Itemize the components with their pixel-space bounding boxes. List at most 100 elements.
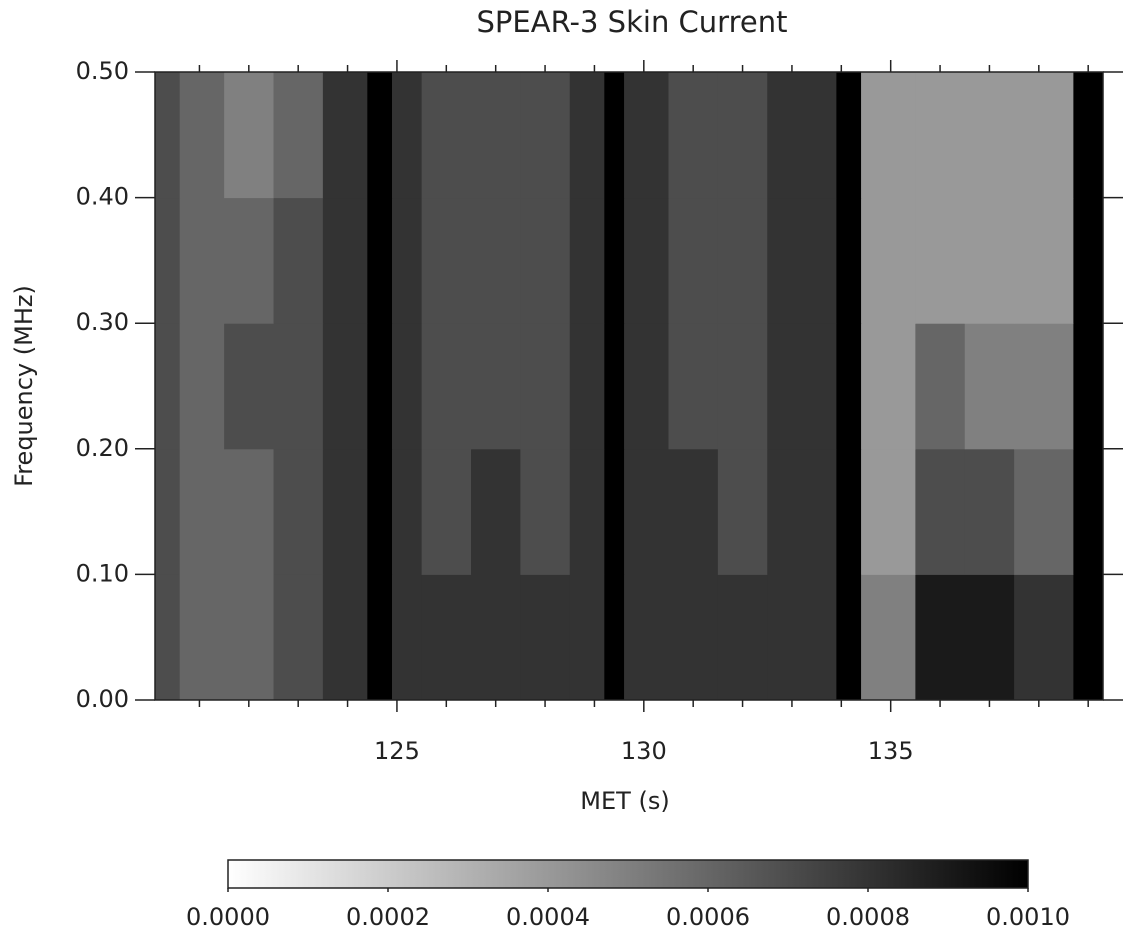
heatmap-cell bbox=[1073, 448, 1104, 575]
heatmap-cell bbox=[520, 448, 571, 575]
heatmap-cell bbox=[569, 574, 605, 701]
plot-frame bbox=[154, 71, 1104, 701]
colorbar-tick-label: 0.0006 bbox=[666, 903, 750, 931]
heatmap-cell bbox=[179, 448, 225, 575]
heatmap-cell bbox=[569, 197, 605, 324]
heatmap-cell bbox=[668, 323, 719, 450]
heatmap-cell bbox=[273, 72, 324, 199]
heatmap-cell bbox=[569, 448, 605, 575]
heatmap-cell bbox=[767, 72, 837, 199]
heatmap-cell bbox=[179, 323, 225, 450]
heatmap-cell bbox=[367, 448, 393, 575]
heatmap-cell bbox=[915, 323, 966, 450]
heatmap-cell bbox=[520, 197, 571, 324]
heatmap-cell bbox=[471, 574, 521, 701]
heatmap-cell bbox=[392, 448, 423, 575]
colorbar-tick-label: 0.0000 bbox=[186, 903, 270, 931]
colorbar-tick-label: 0.0010 bbox=[986, 903, 1070, 931]
heatmap-cell bbox=[471, 72, 521, 199]
heatmap-cell bbox=[224, 72, 274, 199]
heatmap-cell bbox=[624, 323, 669, 450]
heatmap-cell bbox=[155, 72, 181, 199]
y-axis-label: Frequency (MHz) bbox=[10, 285, 38, 487]
heatmap-cell bbox=[717, 72, 768, 199]
heatmap-cell bbox=[224, 448, 274, 575]
heatmap-cell bbox=[767, 574, 837, 701]
heatmap-cell bbox=[861, 448, 916, 575]
heatmap-cell bbox=[717, 197, 768, 324]
heatmap-cell bbox=[421, 197, 472, 324]
heatmap-cell bbox=[861, 323, 916, 450]
heatmap-cell bbox=[179, 197, 225, 324]
heatmap-cell bbox=[915, 448, 966, 575]
x-tick-label: 125 bbox=[374, 737, 420, 765]
heatmap-cell bbox=[367, 323, 393, 450]
heatmap-cell bbox=[367, 72, 393, 199]
heatmap-cell bbox=[520, 72, 571, 199]
heatmap-cell bbox=[767, 197, 837, 324]
y-tick-label: 0.50 bbox=[76, 57, 129, 85]
y-tick-label: 0.20 bbox=[76, 434, 129, 462]
heatmap-cell bbox=[717, 448, 768, 575]
heatmap-cell bbox=[1073, 574, 1104, 701]
heatmap-cell bbox=[624, 72, 669, 199]
heatmap-cell bbox=[604, 574, 625, 701]
heatmap-cell bbox=[624, 448, 669, 575]
heatmap-cell bbox=[836, 197, 862, 324]
heatmap-cell bbox=[569, 72, 605, 199]
heatmap-cell bbox=[1073, 197, 1104, 324]
heatmap-cell bbox=[322, 197, 368, 324]
heatmap-cell bbox=[717, 323, 768, 450]
heatmap-cell bbox=[471, 323, 521, 450]
colorbar bbox=[227, 859, 1029, 889]
heatmap-cell bbox=[179, 574, 225, 701]
heatmap-cell bbox=[964, 197, 1015, 324]
y-tick-label: 0.10 bbox=[76, 559, 129, 587]
heatmap-cell bbox=[155, 448, 181, 575]
heatmap-cell bbox=[392, 574, 423, 701]
heatmap-cell bbox=[179, 72, 225, 199]
heatmap-cell bbox=[322, 72, 368, 199]
heatmap-cell bbox=[569, 323, 605, 450]
heatmap-cell bbox=[604, 448, 625, 575]
heatmap-cell bbox=[915, 574, 966, 701]
heatmap-cell bbox=[1014, 72, 1074, 199]
heatmap-cell bbox=[915, 72, 966, 199]
heatmap-cell bbox=[224, 197, 274, 324]
heatmap-cell bbox=[224, 574, 274, 701]
y-tick-label: 0.40 bbox=[76, 183, 129, 211]
heatmap-cell bbox=[668, 72, 719, 199]
heatmap-cell bbox=[836, 72, 862, 199]
chart-title: SPEAR-3 Skin Current bbox=[477, 5, 788, 39]
heatmap-cell bbox=[717, 574, 768, 701]
heatmap-cell bbox=[421, 448, 472, 575]
y-tick-label: 0.00 bbox=[76, 685, 129, 713]
x-tick-label: 130 bbox=[621, 737, 667, 765]
colorbar-tick-label: 0.0002 bbox=[346, 903, 430, 931]
heatmap-cell bbox=[604, 197, 625, 324]
heatmap-cell bbox=[861, 574, 916, 701]
x-tick-label: 135 bbox=[868, 737, 914, 765]
heatmap-cell bbox=[273, 197, 324, 324]
heatmap-cell bbox=[1014, 574, 1074, 701]
heatmap-cell bbox=[273, 323, 324, 450]
heatmap-cell bbox=[964, 72, 1015, 199]
heatmap-cell bbox=[367, 574, 393, 701]
heatmap-cell bbox=[1073, 72, 1104, 199]
heatmap-cell bbox=[861, 197, 916, 324]
heatmap-cell bbox=[322, 574, 368, 701]
heatmap-cell bbox=[322, 448, 368, 575]
heatmap-cell bbox=[915, 197, 966, 324]
heatmap-cell bbox=[224, 323, 274, 450]
heatmap-cell bbox=[520, 574, 571, 701]
heatmap-cell bbox=[471, 197, 521, 324]
heatmap-cell bbox=[964, 448, 1015, 575]
heatmap-cell bbox=[767, 448, 837, 575]
heatmap-cell bbox=[964, 323, 1015, 450]
heatmap-cell bbox=[668, 197, 719, 324]
heatmap-cell bbox=[1014, 197, 1074, 324]
heatmap-cell bbox=[322, 323, 368, 450]
heatmap-cell bbox=[668, 448, 719, 575]
heatmap-cell bbox=[767, 323, 837, 450]
